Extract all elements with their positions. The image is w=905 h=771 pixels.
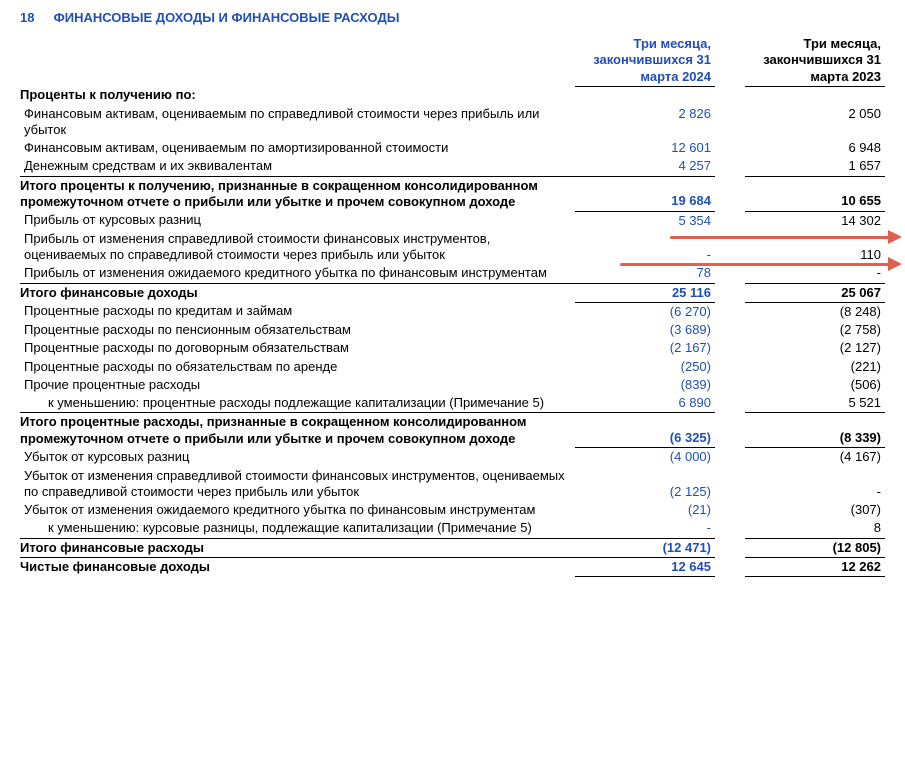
cell-value: 5 354	[575, 211, 715, 230]
row-label: Убыток от изменения справедливой стоимос…	[20, 467, 575, 502]
cell-value: (8 339)	[745, 413, 885, 448]
row-label: Итого проценты к получению, признанные в…	[20, 176, 575, 211]
row-label: Прочие процентные расходы	[20, 376, 575, 394]
row-label: к уменьшению: курсовые разницы, подлежащ…	[20, 519, 575, 538]
row-label: Прибыль от курсовых разниц	[20, 211, 575, 230]
cell-value: (2 758)	[745, 321, 885, 339]
cell-value: 6 948	[745, 139, 885, 157]
cell-value: (2 167)	[575, 339, 715, 357]
row-label: Прибыль от изменения ожидаемого кредитно…	[20, 264, 575, 283]
row-label: Итого финансовые расходы	[20, 538, 575, 557]
cell-value: (221)	[745, 358, 885, 376]
cell-value: (4 000)	[575, 448, 715, 467]
row-label: Прибыль от изменения справедливой стоимо…	[20, 230, 575, 265]
row-label: Финансовым активам, оцениваемым по справ…	[20, 105, 575, 140]
cell-value: -	[575, 519, 715, 538]
cell-value: (2 125)	[575, 467, 715, 502]
row-label: Денежным средствам и их эквивалентам	[20, 157, 575, 176]
cell-value: -	[745, 264, 885, 283]
cell-value: (21)	[575, 501, 715, 519]
cell-value: (12 471)	[575, 538, 715, 557]
cell-value: (839)	[575, 376, 715, 394]
cell-value: (4 167)	[745, 448, 885, 467]
column-header-period2: Три месяца, закончившихся 31 марта 2023	[745, 35, 885, 86]
row-label: к уменьшению: процентные расходы подлежа…	[20, 394, 575, 413]
cell-value: 2 050	[745, 105, 885, 140]
cell-value: 10 655	[745, 176, 885, 211]
cell-value: 8	[745, 519, 885, 538]
cell-value: 14 302	[745, 211, 885, 230]
section-header: 18 ФИНАНСОВЫЕ ДОХОДЫ И ФИНАНСОВЫЕ РАСХОД…	[20, 10, 885, 25]
cell-value: (307)	[745, 501, 885, 519]
cell-value: 110	[745, 230, 885, 265]
cell-value: 25 067	[745, 283, 885, 302]
cell-value: (506)	[745, 376, 885, 394]
cell-value: -	[575, 230, 715, 265]
row-label: Итого процентные расходы, признанные в с…	[20, 413, 575, 448]
cell-value: 78	[575, 264, 715, 283]
cell-value: 6 890	[575, 394, 715, 413]
row-label: Итого финансовые доходы	[20, 283, 575, 302]
cell-value: 12 262	[745, 557, 885, 576]
cell-value: (2 127)	[745, 339, 885, 357]
cell-value: 5 521	[745, 394, 885, 413]
cell-value: (12 805)	[745, 538, 885, 557]
row-label: Убыток от изменения ожидаемого кредитног…	[20, 501, 575, 519]
row-label: Процентные расходы по пенсионным обязате…	[20, 321, 575, 339]
page: 18 ФИНАНСОВЫЕ ДОХОДЫ И ФИНАНСОВЫЕ РАСХОД…	[0, 0, 905, 597]
cell-value: 25 116	[575, 283, 715, 302]
cell-value: -	[745, 467, 885, 502]
row-label: Убыток от курсовых разниц	[20, 448, 575, 467]
column-header-period1: Три месяца, закончившихся 31 марта 2024	[575, 35, 715, 86]
row-label: Финансовым активам, оцениваемым по аморт…	[20, 139, 575, 157]
section-title: ФИНАНСОВЫЕ ДОХОДЫ И ФИНАНСОВЫЕ РАСХОДЫ	[54, 10, 400, 25]
cell-value: (6 325)	[575, 413, 715, 448]
financial-table: Три месяца, закончившихся 31 марта 2024 …	[20, 35, 885, 577]
cell-value: (3 689)	[575, 321, 715, 339]
cell-value: (8 248)	[745, 302, 885, 321]
cell-value: (250)	[575, 358, 715, 376]
row-label: Процентные расходы по договорным обязате…	[20, 339, 575, 357]
cell-value: 19 684	[575, 176, 715, 211]
row-label: Процентные расходы по кредитам и займам	[20, 302, 575, 321]
cell-value: 4 257	[575, 157, 715, 176]
row-label: Чистые финансовые доходы	[20, 557, 575, 576]
row-label: Проценты к получению по:	[20, 86, 575, 104]
cell-value: 12 601	[575, 139, 715, 157]
cell-value: 2 826	[575, 105, 715, 140]
cell-value: (6 270)	[575, 302, 715, 321]
cell-value: 12 645	[575, 557, 715, 576]
row-label: Процентные расходы по обязательствам по …	[20, 358, 575, 376]
cell-value: 1 657	[745, 157, 885, 176]
section-number: 18	[20, 10, 50, 25]
